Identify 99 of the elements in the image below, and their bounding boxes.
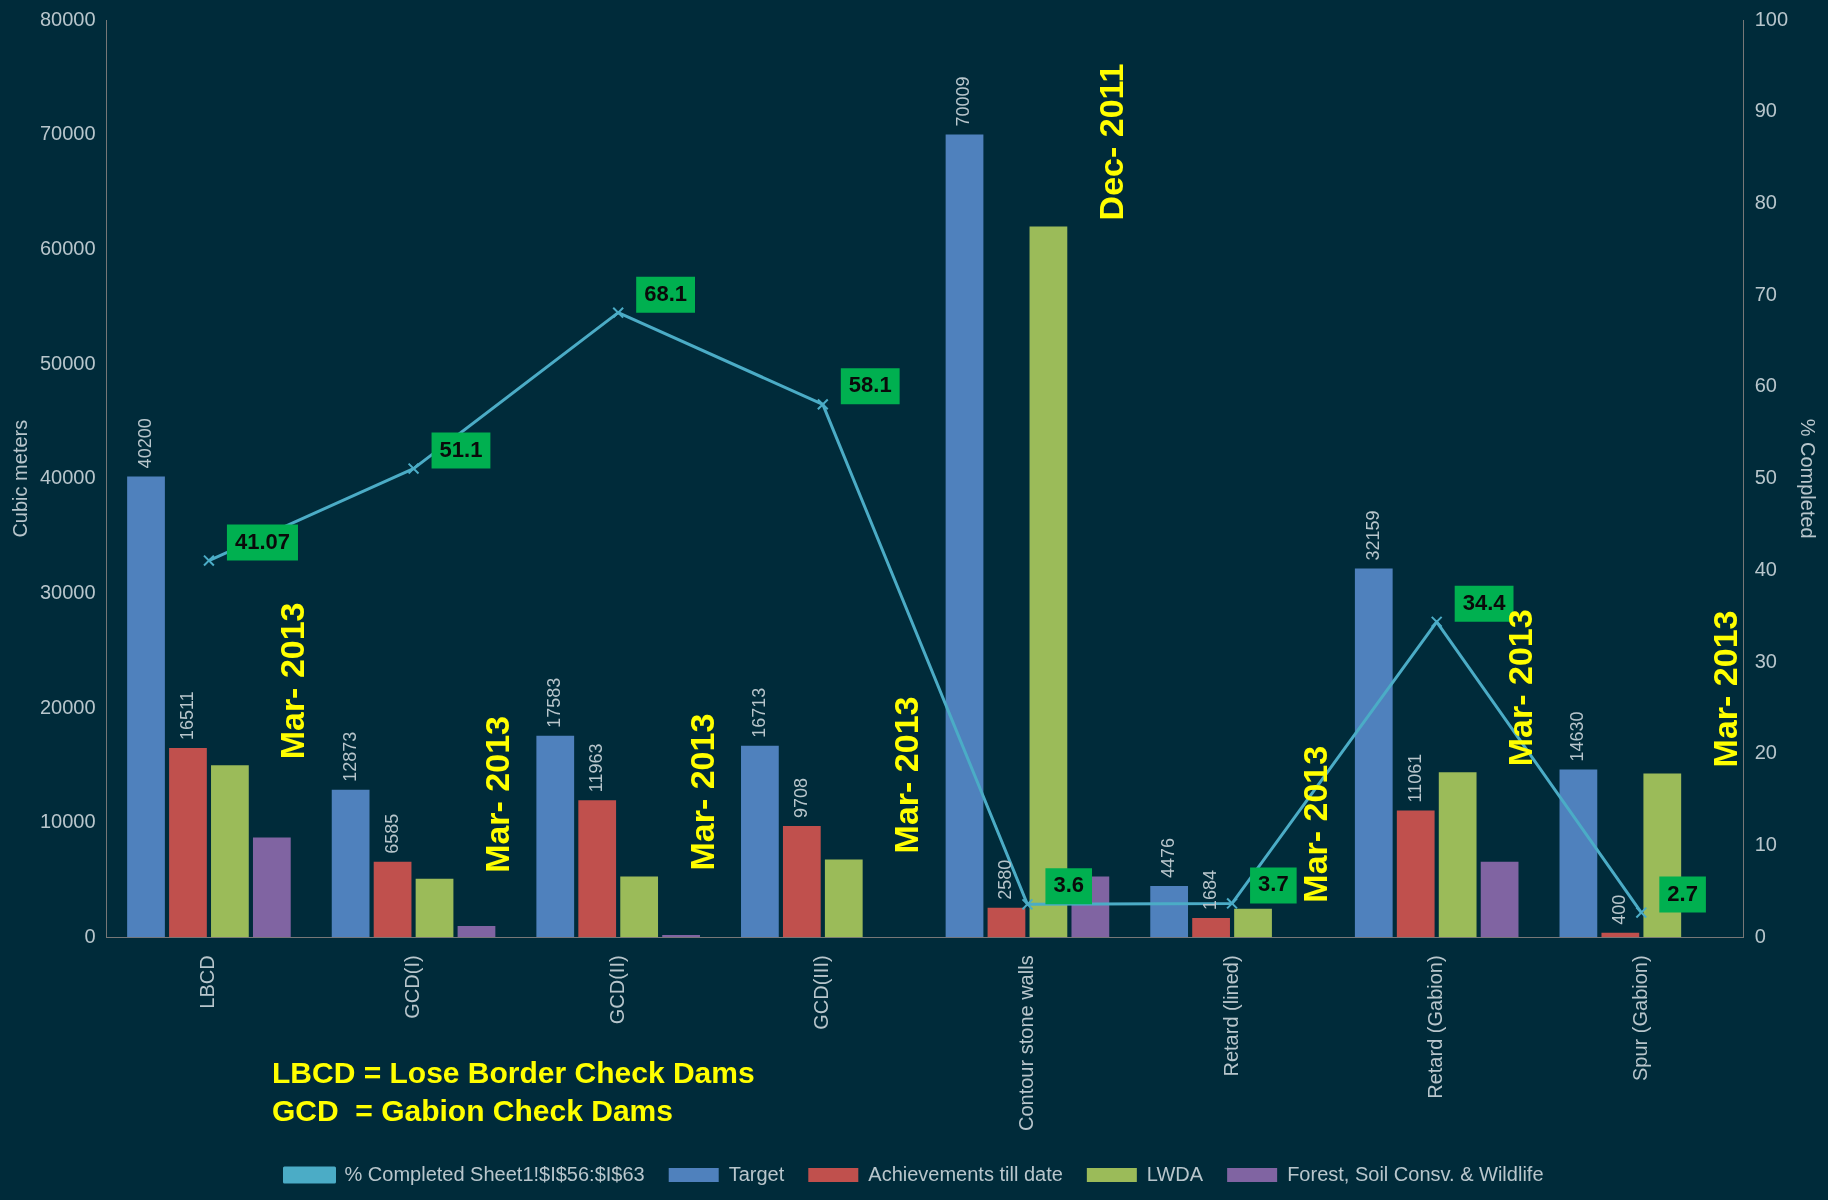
data-label: 70009 <box>953 76 974 127</box>
bar <box>211 765 249 938</box>
y-tick-label: 50000 <box>39 351 96 374</box>
legend-label: Forest, Soil Consv. & Wildlife <box>1287 1162 1544 1185</box>
data-label: 12873 <box>339 731 360 782</box>
data-label: 1684 <box>1200 870 1221 911</box>
x-tick-label: Contour stone walls <box>1014 955 1037 1132</box>
x-tick-label: GCD(III) <box>810 955 833 1030</box>
point <box>816 398 829 411</box>
bar <box>536 735 575 938</box>
y-tick-label: 40000 <box>39 466 96 489</box>
x-tick-label: GCD(I) <box>401 955 424 1019</box>
data-label: 14630 <box>1567 711 1588 762</box>
data-label: 41.07 <box>234 528 290 554</box>
data-label: 2580 <box>995 859 1016 900</box>
y-tick-label: 0 <box>84 924 96 947</box>
y-tick-label: 20000 <box>39 695 96 718</box>
point <box>407 462 420 475</box>
y2-tick-label: 60 <box>1754 374 1777 397</box>
bar <box>1354 568 1393 938</box>
legend-label: Achievements till date <box>868 1162 1063 1185</box>
data-label: 9708 <box>790 777 811 819</box>
data-label: 16713 <box>748 687 769 738</box>
bar <box>1234 908 1272 938</box>
point <box>612 306 625 319</box>
data-label: 11963 <box>586 743 607 793</box>
bar <box>252 837 291 938</box>
annotation: Mar- 2013 <box>887 696 926 854</box>
x-tick-label: Retard (lined) <box>1219 955 1242 1077</box>
bar <box>1559 769 1598 938</box>
y2-tick-label: 90 <box>1754 99 1777 122</box>
y2-tick-label: 70 <box>1754 282 1777 305</box>
point <box>1226 897 1239 910</box>
data-label: 3.7 <box>1258 871 1289 897</box>
y-tick-label: 70000 <box>39 122 96 145</box>
data-label: 400 <box>1609 894 1630 925</box>
annotation: Mar- 2013 <box>477 716 516 873</box>
bar <box>1150 886 1189 938</box>
bar <box>987 907 1026 938</box>
text: LBCD = Lose Border Check Dams <box>272 1056 755 1090</box>
point <box>1635 906 1648 919</box>
data-label: 4476 <box>1158 837 1179 879</box>
bar <box>415 878 454 938</box>
bar <box>457 925 496 938</box>
data-label: 32159 <box>1362 510 1383 561</box>
bar <box>1480 861 1519 938</box>
annotation: Dec- 2011 <box>1091 63 1130 221</box>
data-label: 16511 <box>176 691 197 741</box>
bar <box>578 800 617 938</box>
data-label: 3.6 <box>1053 872 1085 898</box>
y2-tick-label: 40 <box>1754 557 1777 580</box>
bar <box>331 789 370 938</box>
bar <box>945 134 984 938</box>
point <box>202 554 215 567</box>
text: GCD = Gabion Check Dams <box>272 1094 673 1128</box>
bar <box>127 476 165 938</box>
y2-axis-title: % Completed <box>1797 418 1820 539</box>
y-axis-title: Cubic meters <box>8 419 31 538</box>
data-label: 51.1 <box>439 436 483 462</box>
data-label: 68.1 <box>644 280 688 306</box>
data-label: 11061 <box>1404 753 1425 803</box>
y2-tick-label: 30 <box>1754 649 1777 672</box>
y-tick-label: 30000 <box>39 580 96 603</box>
legend-label: LWDA <box>1146 1162 1204 1185</box>
data-label: 2.7 <box>1667 880 1698 906</box>
bar <box>620 876 659 938</box>
bar <box>1438 772 1477 938</box>
legend-label: % Completed Sheet1!$I$56:$I$63 <box>344 1162 645 1185</box>
y-tick-label: 10000 <box>39 810 96 833</box>
data-label: 17583 <box>544 677 565 728</box>
bar <box>1396 810 1435 938</box>
annotation: Mar- 2013 <box>1296 745 1335 903</box>
annotation: Mar- 2013 <box>1705 610 1744 768</box>
annotation: Mar- 2013 <box>273 602 312 760</box>
y2-tick-label: 80 <box>1754 190 1777 213</box>
y2-tick-label: 50 <box>1754 466 1777 489</box>
bar <box>741 745 779 938</box>
x-tick-label: LBCD <box>196 955 219 1009</box>
bar <box>373 861 412 938</box>
y2-tick-label: 100 <box>1754 7 1789 30</box>
x-tick-label: Spur (Gabion) <box>1628 955 1651 1081</box>
bar <box>169 748 207 938</box>
point <box>1430 615 1443 628</box>
data-label: 40200 <box>134 418 155 469</box>
x-tick-label: GCD(II) <box>605 955 628 1025</box>
y2-tick-label: 20 <box>1754 741 1777 764</box>
y-tick-label: 60000 <box>39 236 96 259</box>
legend-label: Target <box>728 1162 785 1185</box>
y2-tick-label: 10 <box>1754 833 1777 856</box>
data-label: 6585 <box>381 813 402 854</box>
y-tick-label: 80000 <box>39 7 96 30</box>
point <box>1021 898 1034 911</box>
data-label: 58.1 <box>848 372 892 398</box>
y2-tick-label: 0 <box>1754 924 1766 947</box>
bar <box>1192 918 1230 938</box>
bar <box>782 826 821 938</box>
bar <box>824 859 863 938</box>
x-tick-label: Retard (Gabion) <box>1424 955 1447 1099</box>
annotation: Mar- 2013 <box>682 713 721 871</box>
